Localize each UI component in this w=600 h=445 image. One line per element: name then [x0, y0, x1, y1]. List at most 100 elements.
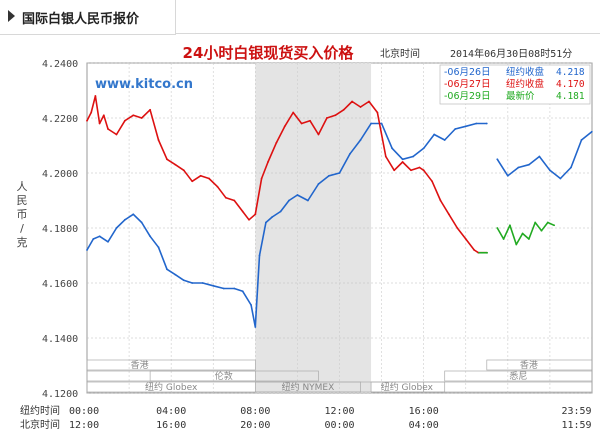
market-session-bar [149, 370, 319, 382]
market-session-bar [370, 381, 446, 393]
series-point [174, 273, 177, 276]
series-point [502, 238, 505, 240]
series-line [496, 131, 593, 180]
timezone-label: 北京时间 [380, 47, 420, 60]
series-point [300, 122, 303, 125]
market-label: 纽约 NYMEX [282, 381, 335, 393]
series-point [521, 232, 524, 235]
series-point [260, 177, 263, 180]
series-point [439, 199, 442, 202]
series-point [496, 158, 499, 161]
series-point [325, 117, 328, 119]
series-point [98, 122, 101, 125]
series-point [166, 268, 168, 271]
series-point [107, 128, 109, 130]
series-point [149, 235, 152, 238]
legend-value: 4.170 [556, 79, 585, 90]
market-label: 香港 [131, 359, 149, 371]
series-point [540, 229, 543, 232]
series-point [549, 169, 551, 172]
x-tick-label: 16:00 [409, 406, 439, 417]
series-point [527, 163, 530, 166]
x-tick-label: 00:00 [324, 420, 354, 431]
series-point [279, 210, 282, 213]
series-point [157, 139, 160, 141]
series-point [464, 238, 467, 240]
series-point [380, 122, 383, 125]
x-tick-label: 12:00 [69, 420, 99, 431]
series-point [485, 122, 488, 125]
y-tick-label: 4.2400 [42, 59, 78, 70]
series-point [102, 114, 105, 117]
series-point [149, 108, 152, 111]
x-tick-label: 04:00 [156, 406, 186, 417]
series-point [454, 128, 457, 130]
page-header: 国际白银人民币报价 [0, 0, 600, 35]
series-line [496, 221, 555, 246]
series-point [254, 213, 257, 216]
series-point [412, 155, 415, 158]
series-point [538, 155, 541, 158]
series-point [201, 282, 204, 284]
series-point [509, 224, 511, 227]
series-point [233, 287, 236, 290]
legend-label: 纽约收盘 [506, 78, 545, 90]
series-point [410, 169, 412, 172]
series-point [317, 133, 320, 136]
series-point [166, 158, 168, 161]
series-point [401, 161, 404, 163]
x-tick-label: 00:00 [69, 406, 99, 417]
market-label: 香港 [520, 359, 538, 371]
header-divider [175, 33, 600, 34]
series-point [391, 147, 394, 150]
market-label: 悉尼 [509, 370, 527, 382]
series-point [401, 158, 404, 161]
series-point [443, 139, 446, 141]
series-point [359, 139, 362, 141]
series-point [475, 122, 478, 125]
series-point [515, 243, 518, 246]
series-point [349, 152, 351, 155]
legend-label: 最新价 [506, 90, 535, 102]
series-point [433, 133, 436, 136]
series-point [115, 133, 118, 136]
series-point [132, 114, 135, 117]
series-point [338, 172, 341, 174]
series-point [418, 166, 421, 169]
y-tick-label: 4.1400 [42, 334, 78, 345]
y-axis-label: 克 [17, 236, 28, 249]
series-point [559, 177, 562, 180]
market-label: 伦敦 [215, 370, 233, 382]
series-point [317, 183, 320, 185]
series-point [140, 221, 143, 224]
series-point [309, 119, 311, 122]
series-point [216, 185, 219, 188]
market-session-bar [444, 370, 593, 382]
series-point [264, 221, 267, 224]
series-point [90, 111, 93, 114]
series-point [534, 221, 537, 224]
series-point [496, 227, 499, 229]
series-point [271, 216, 274, 218]
series-point [94, 95, 97, 97]
series-point [546, 221, 549, 224]
series-point [393, 169, 396, 172]
series-point [191, 282, 194, 284]
legend-date: -06月26日 [444, 67, 491, 78]
series-point [248, 218, 250, 221]
series-point [123, 218, 126, 221]
series-point [448, 213, 450, 216]
series-point [258, 254, 261, 257]
x-tick-label: 11:59 [561, 420, 591, 431]
series-point [222, 287, 225, 290]
series-point [283, 125, 286, 128]
x-tick-label: 16:00 [156, 420, 186, 431]
series-point [464, 125, 467, 128]
y-axis-label: 币 [17, 208, 28, 221]
series-point [191, 180, 194, 183]
series-point [288, 199, 290, 202]
series-point [224, 196, 227, 199]
series-point [422, 147, 425, 150]
legend-date: -06月29日 [444, 91, 491, 102]
